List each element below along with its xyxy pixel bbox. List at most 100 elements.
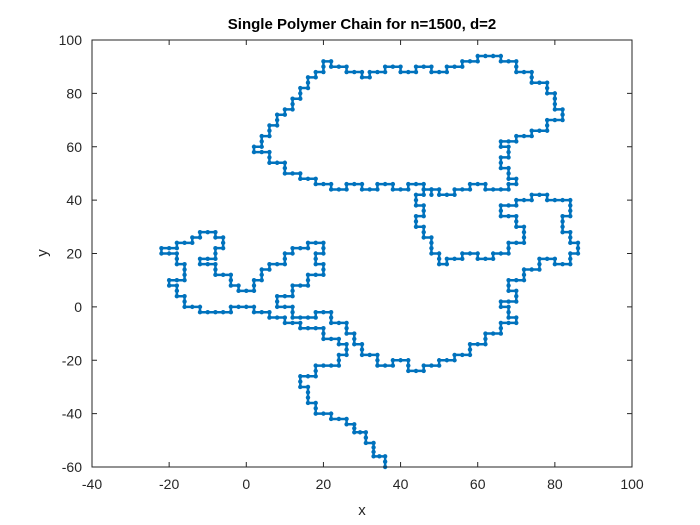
chain-point <box>521 229 527 235</box>
chain-point <box>506 139 511 144</box>
chain-point <box>344 69 349 75</box>
chain-point <box>313 176 318 181</box>
chain-point <box>336 352 342 358</box>
chain-point <box>375 181 380 187</box>
chain-point <box>190 240 195 246</box>
chain-point <box>344 422 349 427</box>
chain-point <box>213 245 218 251</box>
chain-point <box>398 64 403 69</box>
chain-point <box>429 69 434 75</box>
chain-point <box>498 251 504 256</box>
chain-point <box>498 144 504 149</box>
chain-point <box>328 310 334 315</box>
chain-point <box>371 445 376 450</box>
chain-point <box>220 245 226 251</box>
chain-point <box>444 69 450 75</box>
chain-point <box>552 107 558 112</box>
chain-point <box>506 213 511 219</box>
chain-point <box>421 208 426 213</box>
chain-point <box>259 133 264 139</box>
chain-point <box>560 224 565 230</box>
chain-point <box>251 310 257 315</box>
chain-point <box>444 64 450 69</box>
chain-point <box>298 315 303 320</box>
chain-point <box>560 261 565 267</box>
chain-point <box>498 53 504 59</box>
chain-point <box>436 363 442 368</box>
chain-point <box>444 358 450 363</box>
chain-point <box>377 454 382 459</box>
chain-point <box>336 416 342 422</box>
chain-point <box>506 245 511 251</box>
chain-point <box>267 261 272 267</box>
chain-point <box>267 155 272 160</box>
chain-point <box>429 363 434 368</box>
chain-point <box>483 256 488 262</box>
chain-point <box>421 203 426 208</box>
chain-point <box>575 251 581 256</box>
chain-point <box>398 69 403 75</box>
x-tick-label: -20 <box>159 476 179 492</box>
chain-point <box>259 144 264 149</box>
chain-point <box>506 304 511 310</box>
chain-point <box>421 213 426 219</box>
chain-point <box>336 336 342 342</box>
chain-point <box>305 80 311 85</box>
chain-point <box>174 283 180 288</box>
chain-point <box>413 64 419 69</box>
chain-point <box>460 59 465 64</box>
chain-point <box>475 342 480 347</box>
chain-point <box>413 69 419 75</box>
chain-point <box>259 267 264 272</box>
chain-point <box>436 256 442 262</box>
chain-point <box>313 75 318 80</box>
chain-point <box>328 320 334 326</box>
chain-point <box>197 304 203 310</box>
chain-point <box>467 187 473 192</box>
chain-point <box>298 96 303 101</box>
chain-point <box>282 160 288 165</box>
chain-point <box>552 197 558 203</box>
chain-point <box>560 213 565 219</box>
chain-point <box>498 165 504 171</box>
chain-point <box>313 310 318 315</box>
chain-point <box>290 315 295 320</box>
chain-point <box>498 208 504 213</box>
chain-point <box>483 336 488 342</box>
chain-point <box>444 261 450 267</box>
chain-point <box>305 240 311 246</box>
chain-point <box>313 181 318 187</box>
chain-point <box>290 96 295 101</box>
chain-point <box>529 192 534 197</box>
chain-point <box>529 267 534 272</box>
chain-point <box>259 310 264 315</box>
chain-point <box>560 107 565 112</box>
chain-point <box>282 294 288 299</box>
chain-point <box>406 187 411 192</box>
chain-point <box>274 304 280 310</box>
chain-point <box>429 187 434 192</box>
chain-point <box>413 203 419 208</box>
chain-point <box>506 144 511 149</box>
chain-point <box>305 326 311 331</box>
chain-point <box>182 277 187 283</box>
chain-point <box>514 224 519 230</box>
chain-point <box>498 139 504 144</box>
chain-point <box>290 294 295 299</box>
chain-point <box>166 283 172 288</box>
chain-point <box>483 331 488 336</box>
chain-point <box>274 299 280 304</box>
chain-point <box>529 75 534 80</box>
chain-point <box>220 310 226 315</box>
chain-point <box>220 272 226 278</box>
chain-point <box>460 251 465 256</box>
chain-point <box>290 245 295 251</box>
chain-point <box>213 251 218 256</box>
chain-point <box>344 320 349 326</box>
chain-point <box>436 69 442 75</box>
chain-point <box>321 310 326 315</box>
chain-point <box>267 315 272 320</box>
chain-point <box>498 320 504 326</box>
chain-point <box>321 181 326 187</box>
chain-point <box>552 261 558 267</box>
